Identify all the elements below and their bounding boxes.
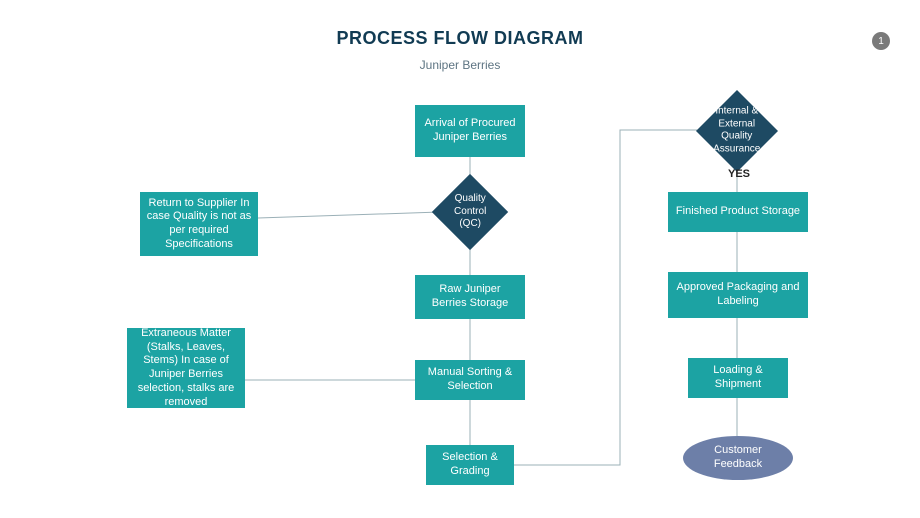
node-feedback: Customer Feedback — [683, 436, 793, 480]
page-title: PROCESS FLOW DIAGRAM — [0, 28, 920, 49]
node-selection-grading: Selection & Grading — [426, 445, 514, 485]
node-label: Approved Packaging and Labeling — [674, 281, 802, 309]
node-return-supplier: Return to Supplier In case Quality is no… — [140, 192, 258, 256]
node-label: Loading & Shipment — [694, 364, 782, 392]
node-label: Manual Sorting & Selection — [421, 366, 519, 394]
node-raw-storage: Raw Juniper Berries Storage — [415, 275, 525, 319]
node-label: Internal & External Quality Assurance — [713, 106, 760, 156]
node-qa: Internal & External Quality Assurance — [696, 90, 778, 172]
node-packaging: Approved Packaging and Labeling — [668, 272, 808, 318]
node-label: Selection & Grading — [432, 451, 508, 479]
node-qc: Quality Control (QC) — [432, 174, 508, 250]
edge-label-yes: YES — [728, 168, 750, 180]
node-label: Finished Product Storage — [676, 205, 800, 219]
node-manual-sort: Manual Sorting & Selection — [415, 360, 525, 400]
node-label: Quality Control (QC) — [449, 193, 491, 231]
node-finished-storage: Finished Product Storage — [668, 192, 808, 232]
page-subtitle: Juniper Berries — [0, 58, 920, 72]
node-label: Return to Supplier In case Quality is no… — [146, 197, 252, 252]
node-arrival: Arrival of Procured Juniper Berries — [415, 105, 525, 157]
node-label: Customer Feedback — [689, 444, 787, 472]
node-loading: Loading & Shipment — [688, 358, 788, 398]
node-label: Raw Juniper Berries Storage — [421, 283, 519, 311]
node-extraneous: Extraneous Matter (Stalks, Leaves, Stems… — [127, 328, 245, 408]
node-label: Arrival of Procured Juniper Berries — [421, 117, 519, 145]
page-number-badge: 1 — [872, 32, 890, 50]
node-label: Extraneous Matter (Stalks, Leaves, Stems… — [133, 327, 239, 410]
edges-layer — [0, 0, 920, 518]
